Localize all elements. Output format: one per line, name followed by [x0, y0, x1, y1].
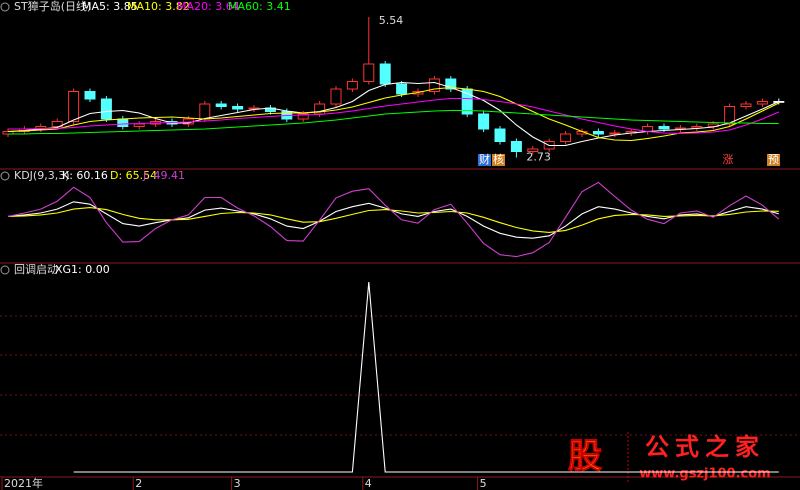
series-line	[8, 97, 780, 135]
candle-body	[592, 131, 604, 135]
x-tick-label: 2	[135, 477, 142, 490]
marker: 财	[479, 152, 490, 166]
series-line	[7, 201, 779, 239]
high-label: 5.54	[379, 14, 404, 27]
candle-body	[478, 113, 490, 130]
panel-title: 回调启动	[14, 263, 58, 276]
legend-entry: XG1: 0.00	[55, 263, 110, 276]
candle-body	[445, 78, 457, 90]
x-tick-label: 3	[234, 477, 241, 490]
candle-body	[215, 103, 227, 107]
candle-body	[609, 132, 621, 135]
marker-box	[492, 154, 505, 166]
candle-body	[363, 63, 375, 82]
candle-body	[68, 91, 80, 122]
marker: 预	[768, 153, 779, 166]
candle-body	[100, 98, 112, 120]
candle-body	[330, 88, 342, 105]
x-tick-label: 5	[480, 477, 487, 490]
marker: 涨	[723, 153, 734, 166]
watermark-icon: 股	[568, 437, 602, 477]
candle-body	[527, 148, 539, 152]
series-line	[7, 86, 780, 142]
marker-box	[767, 154, 780, 166]
candle-body	[510, 141, 522, 152]
panel-icon	[0, 171, 10, 181]
candle-body	[658, 126, 670, 130]
marker: 核	[493, 152, 504, 166]
candle-body	[379, 63, 391, 85]
candle-body	[740, 103, 752, 107]
candle-body	[232, 106, 244, 110]
x-tick-label: 4	[365, 477, 372, 490]
candle-body	[133, 123, 145, 127]
legend-entry: MA5: 3.85	[82, 0, 138, 13]
x-tick-label: 2021年	[4, 476, 43, 490]
series-line	[8, 109, 779, 135]
candle-body	[428, 78, 440, 92]
candle-body	[346, 81, 358, 90]
legend-entry: J: 49.41	[142, 169, 185, 182]
candle-body	[297, 113, 309, 120]
series-line	[7, 181, 780, 258]
low-label: 2.73	[526, 151, 551, 164]
legend-entry: K: 60.16	[62, 169, 108, 182]
candle-body	[724, 106, 736, 125]
panel-title: KDJ(9,3,3)	[14, 169, 70, 182]
candle-body	[199, 103, 211, 120]
candle-body	[117, 118, 129, 127]
decor-grid	[0, 315, 800, 436]
markers: 财 核 涨 预	[478, 152, 780, 166]
legend-entry: MA10: 3.82	[127, 0, 190, 13]
panel-title: ST獐子岛(日线)	[14, 0, 91, 13]
legend-entry: MA60: 3.41	[228, 0, 291, 13]
candle-body	[756, 101, 768, 105]
legend-entry: D: 65.54	[110, 169, 157, 182]
candle-body	[494, 128, 506, 142]
candle-body	[51, 121, 63, 127]
candle-body	[396, 83, 408, 95]
watermark-url: www.gszj100.com	[639, 467, 770, 482]
candle-body	[84, 91, 96, 100]
watermark: 股 公式之家 www.gszj100.com	[568, 432, 771, 482]
watermark-name: 公式之家	[645, 433, 765, 461]
candle-body	[560, 133, 572, 142]
panel-icon	[0, 265, 10, 275]
legend-entry: MA20: 3.64	[177, 0, 240, 13]
series-line	[7, 207, 779, 233]
marker-box	[478, 154, 491, 166]
series-line	[73, 281, 779, 473]
panel-icon	[0, 2, 10, 12]
